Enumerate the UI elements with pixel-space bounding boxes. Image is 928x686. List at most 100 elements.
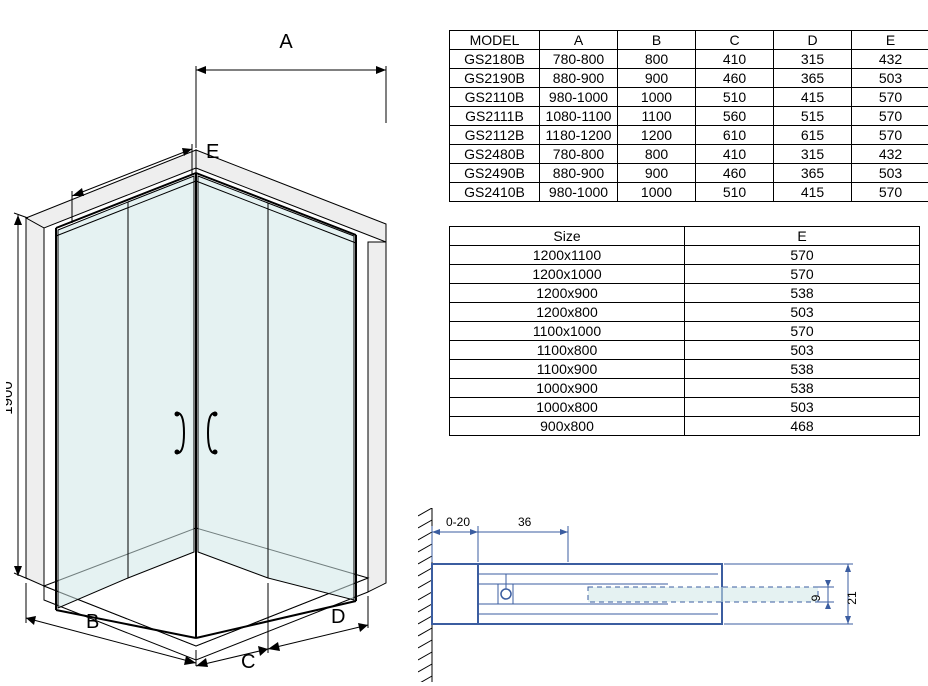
table-cell: 980-1000	[540, 88, 618, 107]
dim-rail-36: 36	[518, 515, 532, 529]
table-cell: 615	[774, 126, 852, 145]
table-cell: 880-900	[540, 164, 618, 183]
table-cell: 538	[685, 360, 920, 379]
rail-svg: 0-20 36 21 9	[418, 508, 928, 682]
table-cell: 570	[852, 107, 928, 126]
table-cell: 780-800	[540, 145, 618, 164]
table-cell: 503	[685, 303, 920, 322]
model-table: MODELABCDE GS2180B780-800800410315432GS2…	[449, 30, 928, 202]
size-table-header: E	[685, 227, 920, 246]
table-cell: 503	[685, 398, 920, 417]
dim-label-B: B	[86, 611, 99, 633]
table-cell: 503	[685, 341, 920, 360]
model-table-header: MODEL	[450, 31, 540, 50]
iso-diagram: A	[6, 18, 436, 668]
table-row: 1000x900538	[450, 379, 920, 398]
table-cell: 1200x1100	[450, 246, 685, 265]
table-row: 1200x900538	[450, 284, 920, 303]
table-cell: 570	[685, 246, 920, 265]
model-table-header: B	[618, 31, 696, 50]
table-cell: 1200x1000	[450, 265, 685, 284]
rail-diagram: 0-20 36 21 9	[418, 508, 928, 682]
dim-label-1900: 1900	[6, 381, 16, 414]
size-table: SizeE 1200x11005701200x10005701200x90053…	[449, 226, 920, 436]
table-row: 900x800468	[450, 417, 920, 436]
table-cell: 1200x800	[450, 303, 685, 322]
table-cell: 780-800	[540, 50, 618, 69]
dim-label-D: D	[331, 606, 345, 628]
table-cell: 510	[696, 183, 774, 202]
table-cell: 1200x900	[450, 284, 685, 303]
model-table-header: A	[540, 31, 618, 50]
table-cell: 900	[618, 164, 696, 183]
table-cell: 510	[696, 88, 774, 107]
table-cell: 1000x900	[450, 379, 685, 398]
dim-rail-9: 9	[809, 594, 823, 601]
table-cell: 570	[852, 88, 928, 107]
table-row: GS2410B980-10001000510415570	[450, 183, 928, 202]
dim-rail-21: 21	[845, 591, 859, 605]
table-row: 1100x1000570	[450, 322, 920, 341]
table-cell: 315	[774, 145, 852, 164]
table-row: 1100x800503	[450, 341, 920, 360]
model-table-header: D	[774, 31, 852, 50]
table-cell: 1000x800	[450, 398, 685, 417]
table-cell: 365	[774, 164, 852, 183]
table-cell: 503	[852, 164, 928, 183]
table-cell: 460	[696, 69, 774, 88]
table-cell: 1100x800	[450, 341, 685, 360]
table-row: 1200x800503	[450, 303, 920, 322]
dim-label-E: E	[206, 141, 219, 163]
table-cell: 980-1000	[540, 183, 618, 202]
table-cell: 1100	[618, 107, 696, 126]
table-cell: 503	[852, 69, 928, 88]
table-cell: 538	[685, 379, 920, 398]
table-cell: 365	[774, 69, 852, 88]
table-cell: GS2490B	[450, 164, 540, 183]
table-row: GS2110B980-10001000510415570	[450, 88, 928, 107]
table-row: GS2112B1180-12001200610615570	[450, 126, 928, 145]
table-cell: 1000	[618, 88, 696, 107]
table-row: GS2190B880-900900460365503	[450, 69, 928, 88]
table-row: GS2180B780-800800410315432	[450, 50, 928, 69]
table-cell: 1180-1200	[540, 126, 618, 145]
table-cell: 900x800	[450, 417, 685, 436]
table-cell: 570	[852, 183, 928, 202]
table-cell: 315	[774, 50, 852, 69]
table-cell: 570	[685, 265, 920, 284]
dim-label-C: C	[241, 651, 255, 668]
page-root: A	[0, 0, 928, 686]
table-cell: GS2180B	[450, 50, 540, 69]
table-cell: 800	[618, 50, 696, 69]
table-cell: GS2410B	[450, 183, 540, 202]
table-cell: GS2190B	[450, 69, 540, 88]
table-cell: GS2110B	[450, 88, 540, 107]
table-cell: 560	[696, 107, 774, 126]
table-row: GS2490B880-900900460365503	[450, 164, 928, 183]
dim-label-A: A	[279, 31, 293, 53]
table-row: 1200x1000570	[450, 265, 920, 284]
table-row: GS2111B1080-11001100560515570	[450, 107, 928, 126]
table-cell: 570	[685, 322, 920, 341]
table-cell: GS2480B	[450, 145, 540, 164]
table-cell: 900	[618, 69, 696, 88]
table-cell: 410	[696, 50, 774, 69]
wall-hatch	[418, 508, 432, 682]
table-cell: 410	[696, 145, 774, 164]
table-cell: 415	[774, 88, 852, 107]
table-cell: 1200	[618, 126, 696, 145]
table-cell: GS2111B	[450, 107, 540, 126]
table-row: 1100x900538	[450, 360, 920, 379]
table-cell: GS2112B	[450, 126, 540, 145]
table-cell: 415	[774, 183, 852, 202]
table-cell: 880-900	[540, 69, 618, 88]
table-cell: 570	[852, 126, 928, 145]
table-cell: 515	[774, 107, 852, 126]
size-table-header: Size	[450, 227, 685, 246]
table-row: GS2480B780-800800410315432	[450, 145, 928, 164]
table-cell: 1100x900	[450, 360, 685, 379]
table-cell: 1000	[618, 183, 696, 202]
table-cell: 800	[618, 145, 696, 164]
iso-svg: A	[6, 18, 436, 668]
table-cell: 468	[685, 417, 920, 436]
